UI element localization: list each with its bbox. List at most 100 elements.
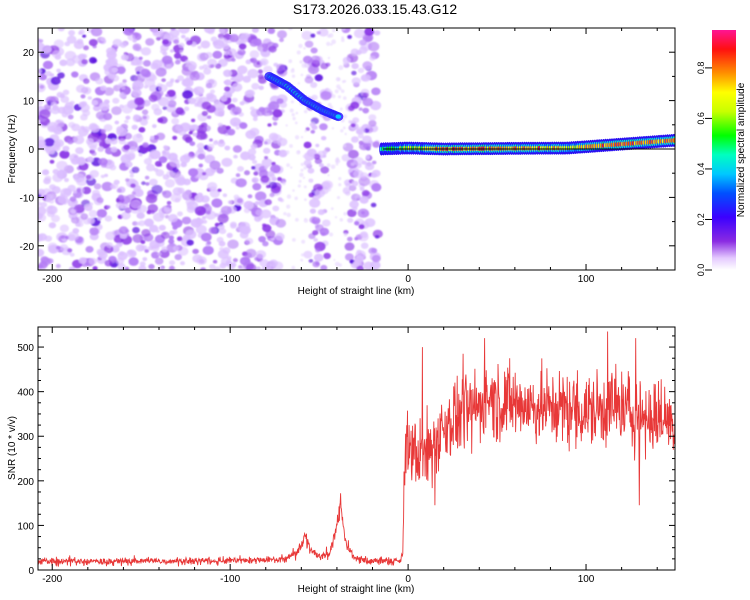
noise-blob bbox=[152, 124, 157, 129]
noise-speckle bbox=[38, 28, 383, 270]
noise-blob bbox=[97, 216, 102, 221]
noise-blob bbox=[295, 111, 299, 115]
noise-blob bbox=[202, 172, 207, 176]
noise-blob bbox=[326, 41, 331, 47]
noise-blob bbox=[123, 89, 130, 95]
noise-blob bbox=[291, 113, 295, 117]
noise-blob bbox=[242, 75, 251, 83]
noise-blob bbox=[246, 89, 255, 98]
noise-blob bbox=[194, 206, 207, 216]
noise-blob bbox=[231, 58, 236, 62]
noise-blob bbox=[358, 46, 368, 54]
noise-blob bbox=[312, 261, 321, 268]
noise-blob bbox=[341, 36, 344, 40]
noise-blob bbox=[170, 78, 175, 82]
noise-blob bbox=[138, 220, 146, 227]
noise-blob bbox=[224, 91, 232, 98]
noise-blob bbox=[358, 224, 365, 230]
noise-blob bbox=[106, 205, 111, 209]
noise-blob bbox=[168, 235, 174, 240]
noise-blob bbox=[291, 74, 296, 78]
noise-blob bbox=[251, 166, 256, 170]
noise-blob bbox=[295, 217, 299, 222]
noise-blob bbox=[343, 144, 347, 148]
noise-blob bbox=[173, 52, 182, 59]
noise-blob bbox=[45, 146, 56, 155]
noise-blob bbox=[103, 124, 113, 132]
noise-blob bbox=[80, 125, 85, 130]
noise-blob bbox=[360, 172, 368, 179]
noise-blob bbox=[213, 101, 225, 111]
noise-blob bbox=[340, 89, 345, 93]
noise-blob bbox=[262, 241, 269, 247]
noise-blob bbox=[291, 265, 296, 270]
noise-blob bbox=[252, 159, 258, 164]
noise-blob bbox=[337, 95, 342, 99]
noise-blob bbox=[131, 88, 142, 98]
noise-blob bbox=[329, 232, 334, 237]
noise-blob bbox=[270, 164, 281, 174]
noise-blob bbox=[343, 187, 348, 193]
noise-blob bbox=[38, 68, 42, 74]
noise-blob bbox=[365, 155, 371, 160]
noise-blob bbox=[262, 223, 267, 227]
noise-blob bbox=[82, 34, 87, 38]
noise-blob bbox=[236, 198, 243, 204]
noise-blob bbox=[114, 247, 120, 253]
noise-blob bbox=[240, 151, 251, 161]
noise-blob bbox=[172, 135, 178, 140]
noise-blob bbox=[245, 59, 252, 65]
noise-blob bbox=[214, 213, 219, 217]
noise-blob bbox=[142, 142, 149, 148]
noise-blob bbox=[98, 251, 108, 259]
noise-blob bbox=[186, 40, 193, 46]
colorbar: 0.0 0.2 0.4 0.6 0.8 bbox=[696, 30, 736, 276]
noise-blob bbox=[303, 250, 313, 259]
noise-blob bbox=[116, 66, 126, 75]
noise-blob bbox=[90, 124, 100, 133]
noise-blob bbox=[335, 160, 338, 164]
noise-blob bbox=[100, 129, 106, 134]
noise-blob bbox=[302, 154, 306, 158]
noise-blob bbox=[350, 162, 355, 166]
noise-blob bbox=[207, 182, 218, 191]
noise-blob bbox=[268, 132, 279, 141]
noise-blob bbox=[220, 205, 232, 215]
noise-blob bbox=[125, 178, 130, 182]
noise-blob bbox=[68, 266, 76, 270]
noise-blob bbox=[222, 43, 230, 50]
noise-blob bbox=[259, 259, 270, 268]
noise-blob bbox=[258, 85, 264, 91]
bottom-y-axis-label: SNR (10 * v/v) bbox=[7, 416, 18, 480]
noise-blob bbox=[188, 124, 196, 131]
noise-blob bbox=[222, 193, 228, 198]
noise-blob bbox=[258, 106, 265, 113]
colorbar-tick-label: 0.6 bbox=[696, 112, 706, 125]
noise-blob bbox=[347, 209, 357, 218]
noise-blob bbox=[142, 115, 147, 120]
noise-blob bbox=[181, 216, 192, 225]
noise-blob bbox=[344, 242, 355, 251]
noise-blob bbox=[186, 200, 199, 211]
noise-blob bbox=[169, 158, 180, 167]
noise-blob bbox=[212, 50, 223, 59]
noise-blob bbox=[203, 68, 212, 75]
noise-blob bbox=[262, 47, 268, 52]
chart-title: S173.2026.033.15.43.G12 bbox=[292, 1, 458, 17]
noise-blob bbox=[88, 39, 98, 47]
noise-blob bbox=[362, 92, 369, 98]
noise-blob bbox=[245, 263, 257, 270]
noise-blob bbox=[339, 218, 344, 222]
noise-blob bbox=[264, 199, 272, 206]
noise-blob bbox=[207, 58, 218, 67]
noise-blob bbox=[354, 221, 360, 226]
noise-blob bbox=[338, 87, 342, 91]
noise-blob bbox=[193, 86, 205, 96]
noise-blob bbox=[272, 109, 283, 118]
noise-blob bbox=[277, 197, 283, 202]
noise-blob bbox=[52, 168, 60, 175]
bottom-y-tick-label: 0 bbox=[28, 566, 34, 577]
noise-blob bbox=[200, 232, 212, 242]
noise-blob bbox=[69, 196, 77, 202]
noise-blob bbox=[89, 202, 94, 206]
